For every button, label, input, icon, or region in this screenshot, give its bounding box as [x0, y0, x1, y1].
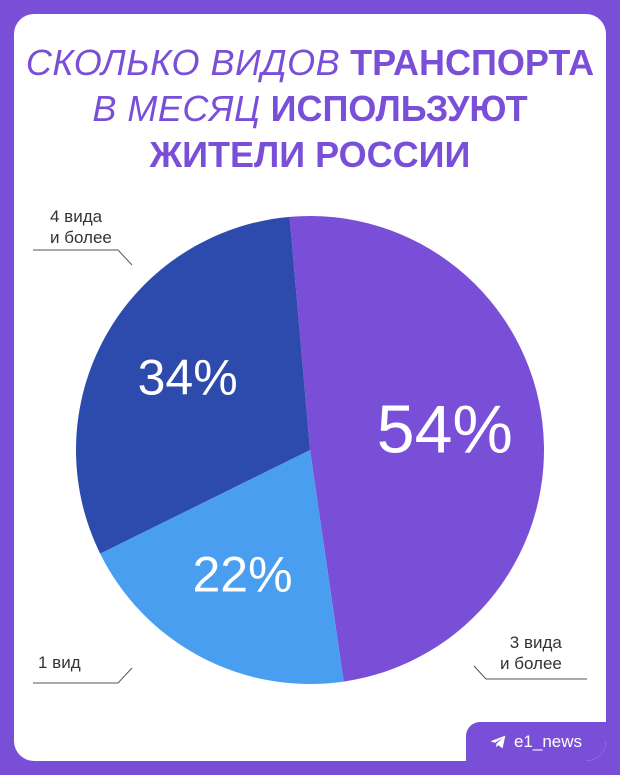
category-label-1-line1: 1 вид — [38, 653, 81, 672]
title-line1-light: СКОЛЬКО ВИДОВ — [25, 42, 341, 83]
title-line1-bold: ТРАНСПОРТА — [350, 42, 595, 83]
leader-line-3-plus — [473, 665, 587, 680]
brand-badge[interactable]: e1_news — [466, 722, 606, 761]
brand-handle: e1_news — [513, 731, 583, 751]
pie-slice-4-plus — [76, 216, 310, 554]
category-label-4-plus: 4 вида и более — [50, 206, 112, 248]
leader-line-1 — [33, 667, 133, 684]
category-label-4-plus-line2: и более — [50, 228, 112, 247]
pie-chart: 54% 22% 34% — [33, 216, 587, 684]
title-line3-bold: ЖИТЕЛИ РОССИИ — [149, 134, 471, 175]
value-label-4-plus: 34% — [138, 349, 238, 405]
leader-line-4-plus — [33, 249, 133, 266]
category-label-1: 1 вид — [38, 652, 81, 673]
pie-slice-3-plus — [289, 216, 544, 682]
category-label-4-plus-line1: 4 вида — [50, 207, 103, 226]
chart-title: СКОЛЬКО ВИДОВ ТРАНСПОРТА В МЕСЯЦ ИСПОЛЬЗ… — [14, 40, 606, 178]
category-label-3-plus-line1: 3 вида — [509, 633, 562, 652]
telegram-plane-icon — [490, 735, 506, 748]
value-label-3-plus: 54% — [377, 391, 513, 467]
pie-slice-1 — [100, 450, 344, 684]
infographic-card: СКОЛЬКО ВИДОВ ТРАНСПОРТА В МЕСЯЦ ИСПОЛЬЗ… — [14, 14, 606, 761]
category-label-3-plus-line2: и более — [500, 654, 562, 673]
category-label-3-plus: 3 вида и более — [500, 632, 562, 674]
title-line2-light: В МЕСЯЦ — [92, 88, 261, 129]
value-label-1: 22% — [192, 547, 292, 603]
title-line2-bold: ИСПОЛЬЗУЮТ — [270, 88, 528, 129]
